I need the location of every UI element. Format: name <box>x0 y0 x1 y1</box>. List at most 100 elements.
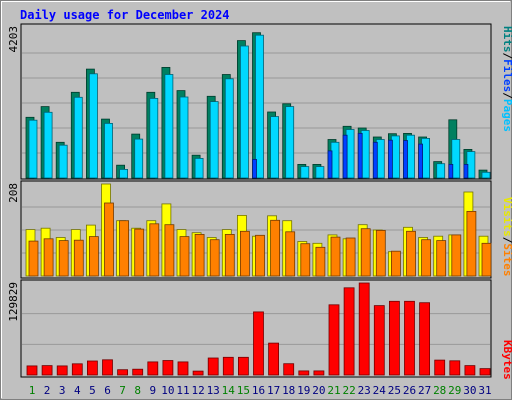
x-tick-label-day-8: 8 <box>134 384 141 397</box>
kbytes-bar-kbytes-day-16 <box>253 311 264 376</box>
x-tick-label-day-17: 17 <box>267 384 280 397</box>
visits-bar-sites-day-31 <box>481 242 492 277</box>
x-tick-label-day-31: 31 <box>478 384 491 397</box>
hits-bar-pages-day-21 <box>327 150 333 179</box>
visits-bar-sites-day-24 <box>375 229 386 277</box>
kbytes-bar-kbytes-day-31 <box>479 368 491 376</box>
hits-bar-files-day-7 <box>119 168 128 179</box>
hits-bar-files-day-14 <box>224 78 234 179</box>
hits-bar-pages-day-23 <box>357 132 363 179</box>
x-tick-label-day-23: 23 <box>358 384 371 397</box>
hits-bar-files-day-11 <box>179 96 189 179</box>
kbytes-bar-kbytes-day-2 <box>41 365 53 376</box>
legend-visits: Visits <box>501 197 512 237</box>
kbytes-legend: KBytes <box>501 340 512 380</box>
x-tick-label-day-13: 13 <box>207 384 220 397</box>
hits-bar-files-day-5 <box>89 73 98 179</box>
hits-bar-pages-day-27 <box>418 143 424 179</box>
x-tick-label-day-19: 19 <box>297 384 310 397</box>
hits-bar-files-day-3 <box>58 144 68 179</box>
x-tick-label-day-28: 28 <box>433 384 446 397</box>
visits-bar-sites-day-25 <box>390 250 401 277</box>
legend-files: Files <box>501 59 512 92</box>
hits-bar-pages-day-29 <box>448 163 454 179</box>
visits-bar-sites-day-11 <box>179 236 190 277</box>
x-tick-label-day-22: 22 <box>342 384 355 397</box>
visits-bar-sites-day-15 <box>239 230 250 277</box>
hits-bar-pages-day-16 <box>252 158 257 179</box>
legend-sep: / <box>501 237 512 244</box>
hits-bar-files-day-9 <box>149 98 159 179</box>
visits-bar-sites-day-17 <box>270 219 281 277</box>
visits-bar-sites-day-26 <box>406 230 416 277</box>
x-tick-label-day-10: 10 <box>161 384 174 397</box>
visits-bar-sites-day-2 <box>43 238 54 277</box>
x-tick-label-day-14: 14 <box>222 384 236 397</box>
x-tick-label-day-20: 20 <box>312 384 325 397</box>
x-tick-label-day-5: 5 <box>89 384 96 397</box>
x-tick-label-day-24: 24 <box>373 384 387 397</box>
hits-bar-files-day-15 <box>239 45 249 179</box>
x-tick-label-day-30: 30 <box>463 384 476 397</box>
x-tick-label-day-15: 15 <box>237 384 250 397</box>
hits-bar-files-day-6 <box>104 123 113 179</box>
legend-sep: / <box>501 53 512 60</box>
hits-bar-pages-day-24 <box>372 141 378 179</box>
x-tick-label-day-25: 25 <box>388 384 401 397</box>
x-tick-label-day-4: 4 <box>74 384 81 397</box>
x-tick-label-day-1: 1 <box>29 384 36 397</box>
x-tick-label-day-29: 29 <box>448 384 461 397</box>
visits-panel: 208 <box>7 180 492 279</box>
hits-bar-files-day-16 <box>255 34 264 179</box>
kbytes-bar-kbytes-day-5 <box>87 360 98 376</box>
visits-bar-sites-day-10 <box>164 224 175 277</box>
visits-bar-sites-day-29 <box>451 234 462 277</box>
kbytes-bar-kbytes-day-26 <box>404 300 415 376</box>
x-tick-label-day-26: 26 <box>403 384 416 397</box>
visits-bar-sites-day-6 <box>104 202 114 277</box>
x-tick-label-day-2: 2 <box>44 384 51 397</box>
visits-bar-sites-day-8 <box>134 228 145 277</box>
kbytes-bar-kbytes-day-24 <box>373 305 385 376</box>
hits-bars <box>22 32 491 179</box>
kbytes-bar-kbytes-day-25 <box>388 300 400 376</box>
kbytes-bar-kbytes-day-28 <box>434 359 446 376</box>
legend-sites: Sites <box>501 243 512 276</box>
kbytes-bar-kbytes-day-14 <box>222 356 234 376</box>
hits-max-label: 4203 <box>7 26 20 53</box>
visits-bar-sites-day-7 <box>119 220 129 277</box>
visits-bar-sites-day-23 <box>360 228 371 277</box>
x-tick-label-day-27: 27 <box>418 384 431 397</box>
hits-bar-pages-day-25 <box>387 139 393 179</box>
visits-bar-sites-day-19 <box>300 243 311 277</box>
kbytes-bar-kbytes-day-23 <box>358 282 370 376</box>
legend-sep: / <box>501 92 512 99</box>
x-tick-label-day-11: 11 <box>176 384 189 397</box>
kbytes-bar-kbytes-day-10 <box>162 360 174 376</box>
x-tick-label-day-9: 9 <box>149 384 156 397</box>
hits-panel: 4203 <box>7 23 492 180</box>
x-tick-label-day-18: 18 <box>282 384 295 397</box>
visits-bar-sites-day-18 <box>285 231 296 277</box>
visits-bars <box>22 183 492 277</box>
kbytes-bar-kbytes-day-17 <box>268 342 280 376</box>
kbytes-bar-kbytes-day-13 <box>207 357 219 376</box>
visits-bar-sites-day-20 <box>315 246 326 277</box>
kbytes-bar-kbytes-day-15 <box>237 356 249 376</box>
kbytes-bar-kbytes-day-27 <box>419 302 431 376</box>
x-tick-label-day-3: 3 <box>59 384 66 397</box>
kbytes-bars <box>22 282 491 376</box>
visits-bar-sites-day-14 <box>224 233 235 277</box>
kbytes-bar-kbytes-day-12 <box>192 370 204 376</box>
x-tick-label-day-7: 7 <box>119 384 126 397</box>
x-tick-label-day-12: 12 <box>191 384 204 397</box>
hits-bar-files-day-8 <box>134 138 144 179</box>
kbytes-bar-kbytes-day-6 <box>102 359 113 376</box>
x-tick-label-day-16: 16 <box>252 384 265 397</box>
kbytes-bar-kbytes-day-7 <box>117 369 128 376</box>
kbytes-bar-kbytes-day-18 <box>283 363 295 376</box>
kbytes-bar-kbytes-day-1 <box>26 365 38 376</box>
hits-bar-files-day-13 <box>209 101 219 179</box>
kbytes-bar-kbytes-day-4 <box>71 363 83 376</box>
